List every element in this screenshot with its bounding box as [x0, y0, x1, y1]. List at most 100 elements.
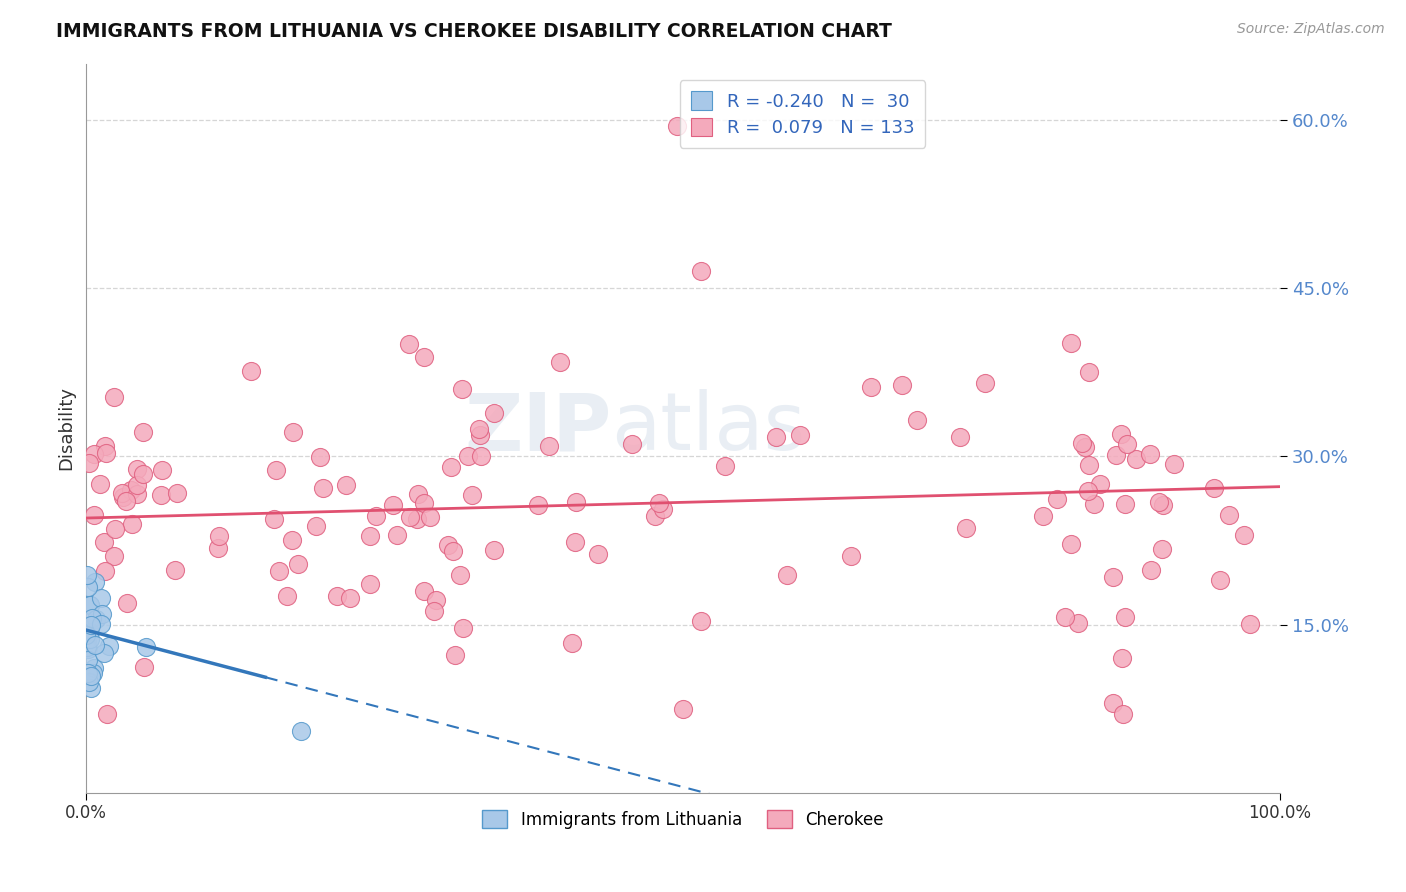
Point	[561, 635, 583, 649]
Point	[80, 617, 103, 632]
Point	[1112, 707, 1135, 722]
Point	[121, 517, 143, 532]
Point	[76, 580, 98, 594]
Text: Source: ZipAtlas.com: Source: ZipAtlas.com	[1237, 22, 1385, 37]
Point	[93, 564, 115, 578]
Point	[419, 510, 441, 524]
Point	[1111, 427, 1133, 442]
Point	[79, 599, 101, 613]
Point	[208, 529, 231, 543]
Point	[444, 648, 467, 662]
Point	[412, 351, 434, 365]
Point	[335, 478, 357, 492]
Point	[1116, 437, 1139, 451]
Point	[413, 496, 436, 510]
Point	[1101, 696, 1123, 710]
Point	[76, 568, 98, 582]
Point	[80, 669, 103, 683]
Point	[79, 456, 101, 470]
Point	[76, 665, 98, 680]
Y-axis label: Disability: Disability	[58, 386, 75, 470]
Point	[280, 533, 302, 548]
Point	[690, 264, 713, 278]
Point	[1139, 447, 1161, 461]
Point	[104, 522, 127, 536]
Point	[263, 512, 285, 526]
Point	[77, 641, 100, 656]
Point	[83, 508, 105, 522]
Point	[776, 567, 799, 582]
Point	[564, 495, 586, 509]
Point	[1071, 436, 1094, 450]
Point	[166, 486, 188, 500]
Point	[468, 427, 491, 442]
Point	[690, 614, 713, 628]
Point	[125, 487, 148, 501]
Point	[90, 617, 112, 632]
Point	[125, 478, 148, 492]
Point	[76, 640, 98, 654]
Point	[644, 509, 666, 524]
Point	[451, 383, 474, 397]
Point	[564, 535, 586, 549]
Point	[312, 481, 335, 495]
Point	[1152, 542, 1174, 557]
Point	[287, 557, 309, 571]
Point	[83, 661, 105, 675]
Point	[96, 707, 118, 722]
Point	[586, 547, 609, 561]
Point	[413, 583, 436, 598]
Point	[207, 541, 229, 555]
Point	[239, 364, 262, 378]
Point	[103, 390, 125, 404]
Text: ZIP: ZIP	[464, 389, 612, 467]
Point	[461, 488, 484, 502]
Point	[1077, 484, 1099, 499]
Point	[949, 430, 972, 444]
Point	[398, 337, 420, 351]
Point	[325, 590, 347, 604]
Point	[103, 549, 125, 564]
Point	[441, 544, 464, 558]
Point	[1060, 537, 1083, 551]
Point	[470, 449, 492, 463]
Point	[789, 427, 811, 442]
Point	[406, 487, 429, 501]
Point	[93, 647, 115, 661]
Point	[527, 498, 550, 512]
Point	[82, 665, 104, 680]
Point	[651, 501, 673, 516]
Point	[1233, 528, 1256, 542]
Point	[111, 486, 134, 500]
Point	[714, 458, 737, 473]
Point	[98, 639, 121, 653]
Point	[550, 354, 572, 368]
Point	[672, 701, 695, 715]
Point	[1077, 365, 1099, 379]
Point	[1102, 570, 1125, 584]
Point	[115, 494, 138, 508]
Point	[1054, 609, 1077, 624]
Point	[648, 496, 671, 510]
Point	[765, 429, 787, 443]
Point	[305, 518, 328, 533]
Point	[1032, 508, 1054, 523]
Point	[1114, 609, 1136, 624]
Point	[1149, 495, 1171, 509]
Point	[398, 509, 420, 524]
Point	[276, 589, 298, 603]
Point	[482, 543, 505, 558]
Point	[76, 633, 98, 648]
Point	[132, 659, 155, 673]
Point	[1218, 508, 1240, 522]
Point	[666, 119, 689, 133]
Point	[537, 439, 560, 453]
Point	[457, 449, 479, 463]
Point	[955, 521, 977, 535]
Point	[1111, 651, 1133, 665]
Point	[309, 450, 332, 465]
Point	[135, 640, 157, 654]
Point	[905, 412, 928, 426]
Point	[80, 681, 103, 695]
Point	[449, 567, 471, 582]
